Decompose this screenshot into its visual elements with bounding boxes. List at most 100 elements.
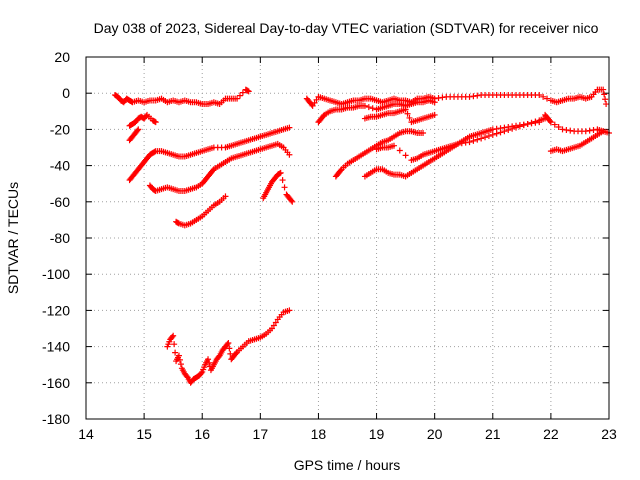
series-band-minus140: [164, 307, 293, 386]
data-point: [313, 96, 320, 103]
data-point: [559, 126, 566, 133]
data-point: [497, 129, 504, 136]
data-point: [466, 93, 473, 100]
y-tick-label: -100: [42, 266, 70, 282]
data-point: [528, 119, 535, 126]
data-point: [431, 111, 438, 118]
data-point: [540, 93, 547, 100]
series-band-minus55-late: [260, 169, 296, 205]
data-point: [289, 198, 296, 205]
x-tick-label: 23: [601, 426, 617, 442]
data-point: [501, 128, 508, 135]
data-point: [563, 127, 570, 134]
data-point: [555, 123, 562, 130]
x-tick-label: 15: [136, 426, 152, 442]
data-point: [536, 92, 543, 99]
data-point: [361, 102, 368, 109]
data-point: [470, 93, 477, 100]
data-point: [279, 177, 286, 184]
data-point: [439, 94, 446, 101]
data-point: [402, 152, 409, 159]
data-point: [404, 110, 411, 117]
data-point: [516, 123, 523, 130]
data-point: [225, 339, 232, 346]
data-point: [420, 130, 427, 137]
data-point: [337, 167, 344, 174]
x-tick-label: 17: [253, 426, 269, 442]
grid-lines: [86, 57, 609, 419]
data-point: [602, 96, 609, 103]
x-tick-label: 19: [369, 426, 385, 442]
data-point: [205, 356, 212, 363]
data-point: [458, 140, 465, 147]
data-point: [152, 119, 159, 126]
series-band-minus20-early: [126, 111, 159, 129]
data-point: [524, 120, 531, 127]
data-points: [112, 86, 612, 386]
data-point: [226, 345, 233, 352]
data-point: [489, 126, 496, 133]
series-band-minus33-late: [373, 115, 549, 164]
y-tick-label: -40: [50, 158, 70, 174]
data-point: [224, 341, 231, 348]
y-tick-label: -120: [42, 302, 70, 318]
x-tick-label: 14: [78, 426, 94, 442]
data-point: [244, 87, 251, 94]
data-point: [286, 151, 293, 158]
data-point: [365, 104, 372, 111]
data-point: [567, 127, 574, 134]
data-point: [509, 125, 516, 132]
series-band-minus55: [146, 140, 293, 194]
data-point: [171, 341, 178, 348]
y-axis-label: SDTVAR / TECUs: [5, 182, 21, 294]
data-point: [390, 142, 397, 149]
data-point: [311, 99, 318, 106]
series-top-band-early: [112, 86, 252, 108]
data-point: [276, 170, 283, 177]
data-point: [245, 88, 252, 95]
data-point: [482, 134, 489, 141]
data-point: [143, 113, 150, 120]
series-top-band-late: [303, 86, 610, 109]
x-tick-label: 21: [485, 426, 501, 442]
y-tick-label: -80: [50, 230, 70, 246]
data-point: [600, 128, 607, 135]
x-tick-label: 18: [311, 426, 327, 442]
data-point: [268, 325, 275, 332]
y-tick-label: -20: [50, 121, 70, 137]
data-point: [169, 333, 176, 340]
data-point: [175, 219, 182, 226]
data-point: [151, 118, 158, 125]
series-band-minus45-late: [361, 119, 543, 180]
data-point: [474, 92, 481, 99]
series-band-minus30-late: [332, 128, 427, 180]
data-point: [176, 356, 183, 363]
y-tick-label: -180: [42, 411, 70, 427]
data-point: [546, 117, 553, 124]
data-point: [134, 127, 141, 134]
data-point: [369, 105, 376, 112]
y-tick-label: -140: [42, 339, 70, 355]
data-point: [198, 370, 205, 377]
data-point: [309, 102, 316, 109]
data-point: [281, 184, 288, 191]
data-point: [520, 122, 527, 129]
x-tick-label: 20: [427, 426, 443, 442]
data-point: [286, 124, 293, 131]
plot-frame: [85, 56, 610, 420]
y-tick-label: -160: [42, 375, 70, 391]
x-tick-label: 16: [194, 426, 210, 442]
chart-title: Day 038 of 2023, Sidereal Day-to-day VTE…: [94, 20, 599, 36]
data-point: [513, 124, 520, 131]
data-point: [454, 140, 461, 147]
series-band-minus30-end: [547, 128, 607, 155]
data-point: [215, 353, 222, 360]
series-band-minus70: [173, 193, 229, 229]
data-point: [551, 121, 558, 128]
data-point: [505, 127, 512, 134]
data-point: [233, 350, 240, 357]
data-point: [462, 139, 469, 146]
data-point: [183, 373, 190, 380]
data-point: [175, 352, 182, 359]
y-tick-label: 20: [54, 49, 70, 65]
